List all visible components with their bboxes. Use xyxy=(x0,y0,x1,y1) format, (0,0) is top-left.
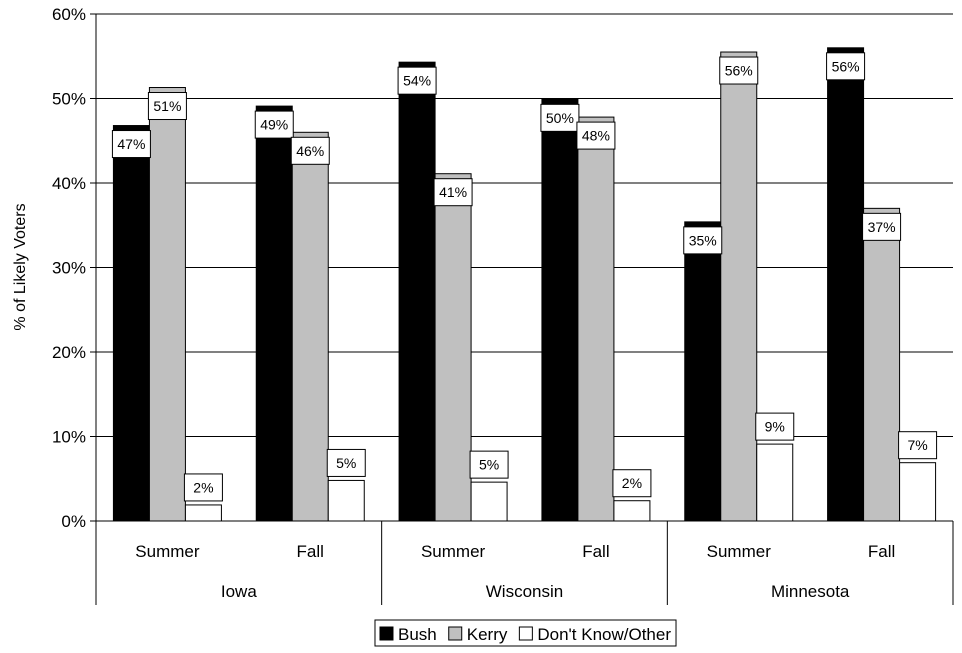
data-label: 41% xyxy=(439,184,467,200)
y-tick-label: 20% xyxy=(52,343,86,362)
y-tick-label: 60% xyxy=(52,5,86,24)
bars xyxy=(112,47,937,522)
data-label-box xyxy=(576,121,616,150)
bar xyxy=(863,207,901,522)
data-label: 56% xyxy=(832,58,860,74)
bar xyxy=(613,500,651,522)
data-label-box xyxy=(254,110,294,139)
data-label: 54% xyxy=(403,73,431,89)
bar xyxy=(148,87,186,522)
y-tick-label: 40% xyxy=(52,174,86,193)
data-label-box xyxy=(612,469,652,498)
data-label: 35% xyxy=(689,232,717,248)
data-label: 46% xyxy=(296,143,324,159)
x-category-label: Fall xyxy=(297,542,324,561)
data-label-box xyxy=(147,92,187,121)
bar xyxy=(899,462,937,522)
x-category-label: Summer xyxy=(421,542,486,561)
data-label-box xyxy=(469,450,509,479)
legend-label: Bush xyxy=(398,625,437,644)
bar xyxy=(470,481,508,522)
data-label: 5% xyxy=(336,455,356,471)
bar xyxy=(541,98,579,522)
bar xyxy=(827,47,865,522)
x-group-label: Wisconsin xyxy=(486,582,563,601)
data-label: 47% xyxy=(117,136,145,152)
data-label-box xyxy=(397,66,437,95)
x-group-label: Minnesota xyxy=(771,582,850,601)
legend: Bush Kerry Don't Know/Other xyxy=(374,619,677,647)
bar xyxy=(184,504,222,522)
bar xyxy=(434,173,472,522)
data-label: 51% xyxy=(153,98,181,114)
data-label: 5% xyxy=(479,457,499,473)
data-label: 56% xyxy=(725,63,753,79)
data-label: 49% xyxy=(260,117,288,133)
gridlines xyxy=(96,13,953,437)
bar xyxy=(720,51,758,522)
data-label-box xyxy=(898,431,938,460)
data-label-box xyxy=(111,130,151,159)
legend-swatch xyxy=(518,626,533,641)
data-label: 50% xyxy=(546,110,574,126)
legend-swatch xyxy=(379,626,394,641)
data-label-box xyxy=(183,473,223,502)
data-label: 48% xyxy=(582,128,610,144)
x-category-label: Summer xyxy=(707,542,772,561)
data-label-box xyxy=(862,212,902,241)
data-labels: 47% 49% 54% 50% 35% 56% 51% 46% 41% 48% 56% 37% 2% 5%… xyxy=(111,52,938,502)
x-group-label: Iowa xyxy=(221,582,257,601)
data-label: 2% xyxy=(622,475,642,491)
data-label: 9% xyxy=(765,419,785,435)
bar xyxy=(577,116,615,522)
data-label-box xyxy=(326,448,366,477)
y-tick-label: 10% xyxy=(52,428,86,447)
data-label-box xyxy=(719,56,759,85)
data-label-box xyxy=(540,103,580,132)
data-label-box xyxy=(683,226,723,255)
bar xyxy=(327,479,365,522)
data-label-box xyxy=(290,136,330,165)
x-category-label: Fall xyxy=(868,542,895,561)
legend-label: Don't Know/Other xyxy=(537,625,671,644)
bar xyxy=(291,131,329,522)
y-tick-label: 50% xyxy=(52,90,86,109)
data-label-box xyxy=(826,52,866,81)
x-category-label: Fall xyxy=(582,542,609,561)
data-label: 37% xyxy=(868,219,896,235)
bar xyxy=(756,443,794,522)
bar xyxy=(255,105,293,522)
bar xyxy=(112,125,150,522)
bar xyxy=(398,61,436,522)
legend-swatch xyxy=(448,626,463,641)
data-label: 2% xyxy=(193,479,213,495)
bar xyxy=(684,221,722,522)
data-label-box xyxy=(433,178,473,207)
x-category-label: Summer xyxy=(135,542,200,561)
data-label-box xyxy=(755,412,795,441)
y-tick-label: 0% xyxy=(61,512,86,531)
y-tick-label: 30% xyxy=(52,259,86,278)
y-axis-title: % of Likely Voters xyxy=(12,203,29,330)
axes: 0% 10% 20% 30% 40% 50% 60% Summer Fall Summer Fall… xyxy=(52,5,954,605)
data-label: 7% xyxy=(907,437,927,453)
legend-label: Kerry xyxy=(467,625,508,644)
